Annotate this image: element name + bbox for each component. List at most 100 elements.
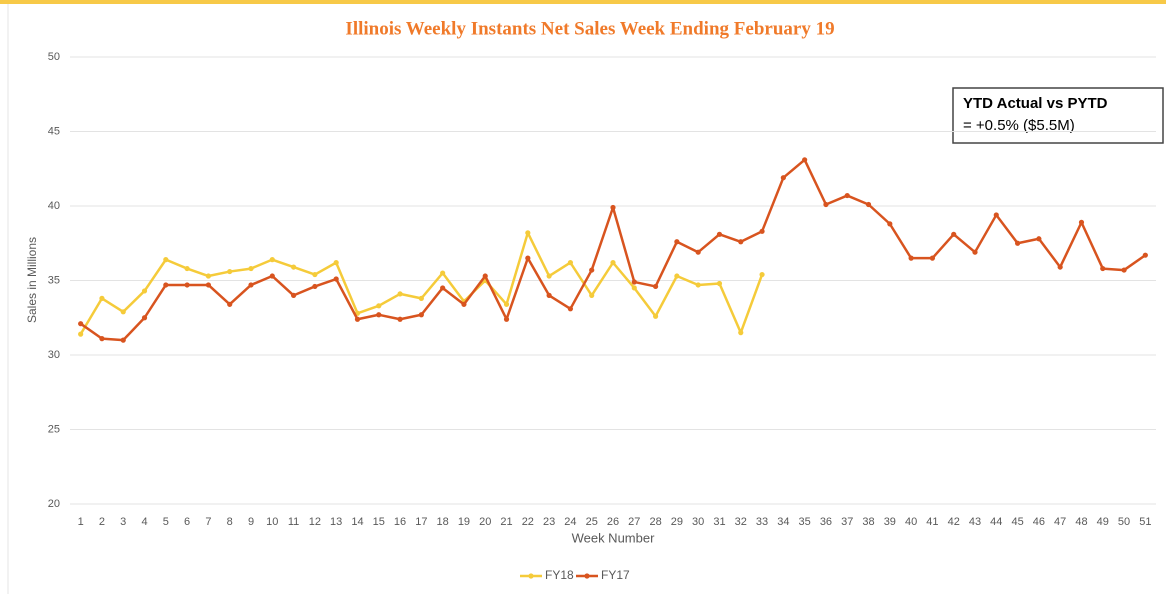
y-tick-label: 40 — [48, 200, 60, 212]
point — [269, 273, 275, 279]
point — [993, 212, 999, 218]
x-tick-label: 44 — [990, 516, 1002, 528]
x-tick-label: 10 — [266, 516, 278, 528]
x-tick-label: 18 — [437, 516, 449, 528]
point — [269, 257, 275, 263]
point — [227, 268, 233, 275]
point — [227, 301, 233, 307]
point — [610, 204, 616, 211]
point — [972, 249, 978, 255]
x-tick-label: 9 — [248, 516, 254, 528]
x-tick-label: 11 — [288, 516, 299, 528]
point — [205, 282, 212, 288]
y-tick-label: 20 — [48, 498, 60, 510]
point — [652, 283, 659, 290]
point — [184, 282, 190, 288]
point — [440, 285, 446, 291]
point — [248, 282, 254, 288]
x-tick-label: 32 — [735, 516, 747, 528]
x-tick-label: 24 — [564, 516, 576, 528]
point — [546, 273, 552, 279]
y-tick-label: 30 — [48, 349, 60, 361]
annotation-text: = +0.5% ($5.5M) — [963, 117, 1075, 134]
x-tick-label: 41 — [926, 516, 938, 528]
point — [503, 316, 510, 322]
point — [780, 175, 786, 181]
x-tick-label: 17 — [415, 516, 427, 528]
point — [141, 288, 148, 294]
x-tick-label: 45 — [1011, 516, 1023, 528]
point — [631, 279, 637, 285]
x-tick-label: 29 — [671, 516, 683, 528]
point — [440, 270, 446, 276]
point — [163, 257, 169, 263]
point — [546, 292, 552, 298]
point — [1078, 219, 1085, 225]
point — [120, 309, 126, 315]
x-tick-label: 33 — [756, 516, 768, 528]
point — [1014, 240, 1021, 246]
point — [567, 260, 574, 266]
point — [525, 255, 531, 261]
x-tick-label: 4 — [141, 516, 147, 528]
point — [1100, 265, 1106, 272]
annotation-box — [952, 87, 1164, 144]
annotation-title: YTD Actual vs PYTD — [963, 95, 1108, 112]
point — [674, 273, 680, 279]
point — [525, 230, 531, 236]
series-line — [79, 158, 1147, 342]
x-tick-label: 7 — [205, 516, 211, 528]
y-axis-label: Sales in Millions — [25, 237, 39, 323]
legend-label: FY17 — [601, 568, 630, 582]
x-tick-label: 31 — [713, 516, 725, 528]
x-tick-label: 34 — [777, 516, 789, 528]
point — [397, 316, 403, 322]
point — [248, 265, 254, 272]
point — [844, 192, 850, 199]
point — [99, 295, 105, 301]
point — [205, 273, 212, 279]
x-tick-label: 39 — [884, 516, 896, 528]
point — [290, 264, 297, 270]
x-tick-label: 8 — [227, 516, 233, 528]
point — [163, 282, 169, 288]
point — [929, 255, 936, 261]
point — [461, 301, 467, 307]
x-tick-label: 22 — [522, 516, 534, 528]
point — [1057, 264, 1063, 270]
x-tick-label: 47 — [1054, 516, 1066, 528]
point — [184, 265, 190, 272]
point — [652, 313, 659, 319]
point — [503, 301, 510, 307]
point — [802, 157, 808, 163]
series-line — [79, 231, 764, 335]
x-tick-label: 30 — [692, 516, 704, 528]
x-tick-label: 26 — [607, 516, 619, 528]
x-tick-label: 48 — [1075, 516, 1087, 528]
x-tick-label: 19 — [458, 516, 470, 528]
point — [397, 291, 403, 297]
point — [631, 285, 637, 291]
x-tick-label: 49 — [1097, 516, 1109, 528]
point — [418, 312, 424, 318]
x-tick-label: 50 — [1118, 516, 1130, 528]
x-tick-label: 38 — [862, 516, 874, 528]
legend-label: FY18 — [545, 568, 574, 582]
x-tick-label: 23 — [543, 516, 555, 528]
point — [716, 231, 723, 237]
x-tick-label: 21 — [500, 516, 512, 528]
x-tick-label: 40 — [905, 516, 917, 528]
x-tick-label: 46 — [1033, 516, 1045, 528]
point — [1036, 236, 1042, 242]
x-tick-label: 13 — [330, 516, 342, 528]
x-tick-label: 51 — [1139, 516, 1151, 528]
point — [695, 282, 701, 288]
x-tick-label: 2 — [99, 516, 105, 528]
point — [674, 239, 680, 245]
point — [376, 312, 382, 318]
x-tick-label: 14 — [351, 516, 363, 528]
point — [567, 306, 574, 312]
point — [482, 273, 488, 279]
x-tick-label: 3 — [120, 516, 126, 528]
